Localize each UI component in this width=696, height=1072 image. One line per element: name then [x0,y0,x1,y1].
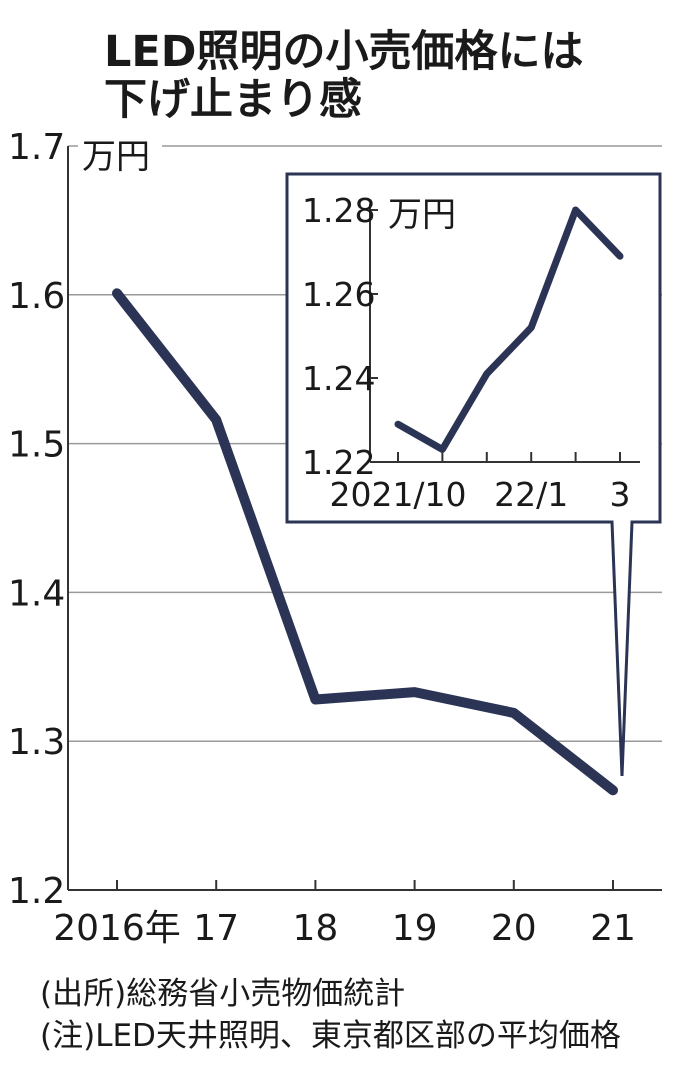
inset-y-tick-label: 1.22 [302,443,375,482]
inset-y-tick-label: 1.26 [302,275,375,314]
series-line [112,288,618,796]
data-point [612,789,614,792]
inset-x-tick-label: 2021/10 [329,475,466,514]
inset-chart: 万円 1.22 1.24 1.26 1.28 2021/10 22/1 3 [285,172,662,777]
data-point [215,418,218,421]
inset-y-tick-label: 1.24 [302,359,375,398]
unit-label-bg [78,138,162,176]
inset-data-point [574,209,577,211]
chart-title-line-1: LED照明の小売価格には [104,27,583,77]
data-point [116,292,118,295]
inset-frame [285,172,662,777]
chart-title-line-2: 下げ止まり感 [104,75,362,125]
inset-data-point [619,255,621,258]
y-tick-label: 1.4 [8,573,65,614]
y-tick-label: 1.5 [8,425,65,466]
x-tick-label: 2016年 [53,908,181,949]
x-tick-label: 20 [491,908,537,949]
inset-y-unit-label: 万円 [388,195,456,235]
footnote: (注)LED天井照明、東京都区部の平均価格 [40,1018,621,1054]
inset-data-point [485,372,488,375]
inset-x-tick-label: 22/1 [494,475,568,514]
inset-x-tick-label: 3 [610,475,631,514]
inset-unit-label-bg [386,198,458,234]
y-tick-label: 1.3 [8,722,65,763]
y-tick-label: 1.7 [8,127,65,168]
x-tick-label: 18 [292,908,338,949]
y-tick-label: 1.6 [8,276,65,317]
inset-y-tick-label: 1.28 [302,191,375,230]
data-point [413,691,416,694]
x-tick-label: 21 [590,908,636,949]
data-point [314,698,317,701]
inset-data-point [441,448,444,451]
main-chart: 1.2 1.3 1.4 1.5 1.6 1.7 万円 2016年 17 18 19 20 21 [8,127,662,949]
inset-data-point [530,326,533,329]
y-unit-label: 万円 [82,137,150,177]
source-note: (出所)総務省小売物価統計 [40,976,405,1012]
y-tick-label: 1.2 [8,871,65,912]
x-tick-label: 17 [193,908,239,949]
data-point [512,711,515,714]
inset-series-line [394,206,624,453]
x-tick-label: 19 [392,908,438,949]
inset-data-point [397,423,399,426]
